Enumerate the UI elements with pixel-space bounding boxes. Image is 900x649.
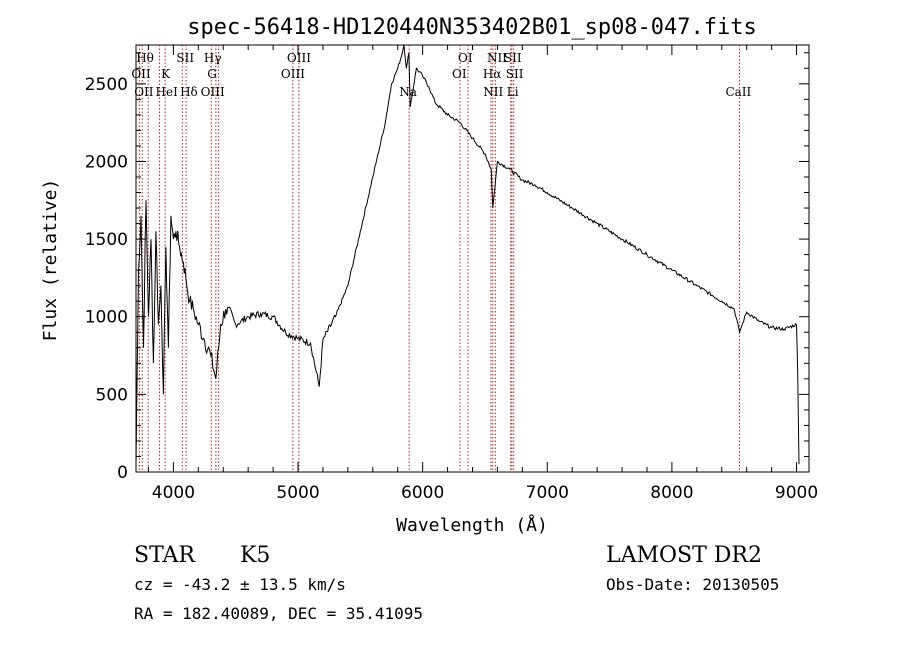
spectral-line-label: SII — [176, 51, 194, 65]
spectral-line-label: HeI — [156, 85, 179, 99]
survey-name: LAMOST DR2 — [606, 543, 762, 568]
obs-date: Obs-Date: 20130505 — [606, 575, 779, 594]
spectral-line-label: Hα — [483, 67, 502, 81]
spectral-line-label: Hθ — [136, 51, 154, 65]
object-subclass: K5 — [240, 543, 270, 568]
spectral-line-label: OII — [131, 67, 151, 81]
y-tick-label: 2000 — [85, 152, 128, 172]
spectral-line-label: Hγ — [204, 51, 222, 65]
spectral-line-label: OIII — [287, 51, 311, 65]
x-tick-label: 7000 — [526, 483, 569, 503]
spectral-line-label: Na — [399, 85, 417, 99]
spectral-line-label: Hδ — [180, 85, 198, 99]
y-tick-label: 1000 — [85, 308, 128, 328]
y-tick-label: 500 — [96, 385, 128, 405]
y-tick-label: 1500 — [85, 230, 128, 250]
spectral-line-label: OI — [452, 67, 467, 81]
spectral-line-label: K — [161, 67, 171, 81]
x-tick-label: 5000 — [276, 483, 319, 503]
x-axis-label: Wavelength (Å) — [396, 514, 548, 536]
spectral-line-label: Li — [507, 85, 519, 99]
spectral-line-label: CaII — [725, 85, 751, 99]
coordinates: RA = 182.40089, DEC = 35.41095 — [134, 604, 423, 623]
spectral-line-label: OIII — [201, 85, 225, 99]
y-axis-label: Flux (relative) — [40, 179, 61, 342]
redshift-readout: cz = -43.2 ± 13.5 km/s — [134, 575, 346, 594]
x-tick-label: 9000 — [775, 483, 818, 503]
spectral-line-label: SII — [506, 67, 524, 81]
x-tick-label: 6000 — [401, 483, 444, 503]
spectral-line-label: OI — [458, 51, 473, 65]
spectral-line-label: SII — [504, 51, 522, 65]
spectrum-line — [135, 44, 800, 465]
spectral-line-label: NII — [483, 85, 503, 99]
y-tick-label: 2500 — [85, 75, 128, 95]
spectral-line-label: OIII — [281, 67, 305, 81]
spectral-line-label: NII — [487, 51, 507, 65]
plot-area: Hθ OII OII K HeI SII Hδ Hγ G OIII OIII OIII Na OI OI NI… — [85, 44, 818, 503]
chart-title: spec-56418-HD120440N353402B01_sp08-047.f… — [187, 15, 757, 40]
x-tick-label: 4000 — [152, 483, 195, 503]
y-tick-label: 0 — [117, 463, 128, 483]
spectral-line-label: G — [207, 67, 217, 81]
x-tick-label: 8000 — [650, 483, 693, 503]
object-class: STAR — [134, 543, 196, 568]
spectral-line-label: OII — [134, 85, 154, 99]
plot-frame — [135, 44, 810, 473]
